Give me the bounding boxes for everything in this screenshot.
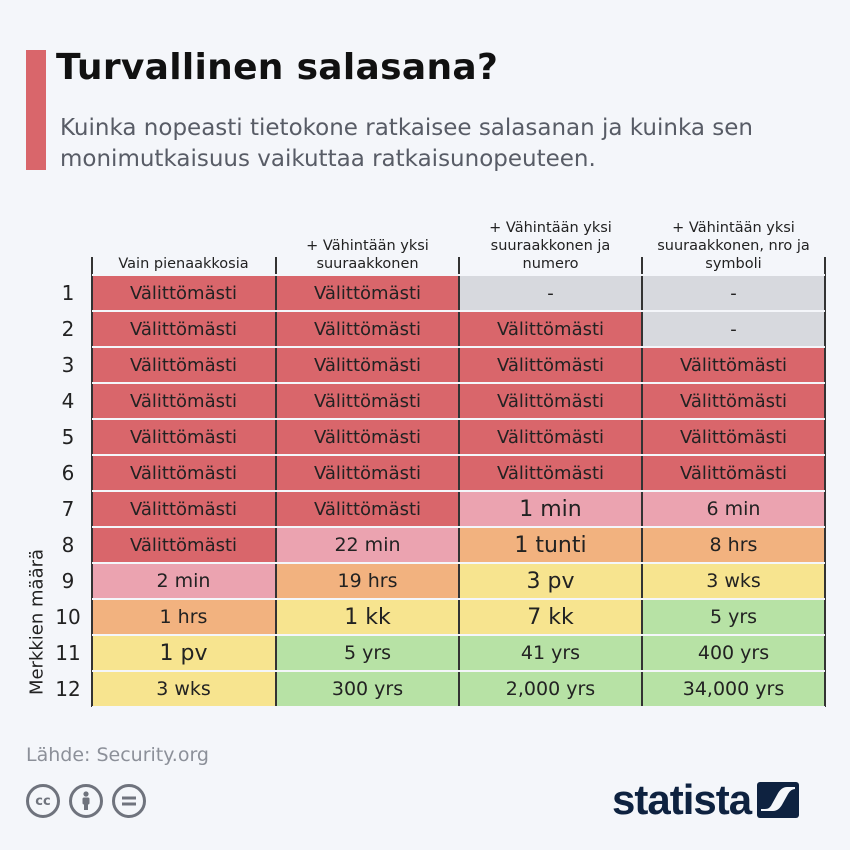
table-cell: Välittömästi — [92, 527, 275, 563]
row-label: 12 — [55, 677, 81, 701]
table-cell: Välittömästi — [642, 383, 825, 419]
table-cell: Välittömästi — [92, 455, 275, 491]
table-cell: Välittömästi — [92, 347, 275, 383]
table-cell: 22 min — [276, 527, 459, 563]
table-cell: Välittömästi — [642, 455, 825, 491]
table-cell: Välittömästi — [276, 275, 459, 311]
grid-line-vertical — [91, 257, 93, 707]
table-cell: 34,000 yrs — [642, 671, 825, 707]
row-label: 4 — [61, 389, 75, 413]
grid-line-horizontal — [92, 526, 825, 528]
table-cell: Välittömästi — [276, 419, 459, 455]
table-cell: 1 kk — [276, 599, 459, 635]
table-cell: 400 yrs — [642, 635, 825, 671]
table-cell: Välittömästi — [276, 347, 459, 383]
row-label: 3 — [61, 353, 75, 377]
table-cell: 41 yrs — [459, 635, 642, 671]
table-cell: 5 yrs — [276, 635, 459, 671]
column-header: Vain pienaakkosia — [118, 256, 249, 272]
table-cell: 3 pv — [459, 563, 642, 599]
table-cell: Välittömästi — [459, 347, 642, 383]
table-cell: 8 hrs — [642, 527, 825, 563]
grid-line-vertical — [824, 257, 826, 707]
attribution-icon — [69, 784, 103, 818]
row-label: 6 — [61, 461, 75, 485]
table-cell: Välittömästi — [642, 419, 825, 455]
grid-line-vertical — [275, 257, 277, 707]
row-label: 8 — [61, 533, 75, 557]
row-label: 5 — [61, 425, 75, 449]
table-cell: - — [459, 275, 642, 311]
row-label: 9 — [61, 569, 75, 593]
table-cell: Välittömästi — [276, 383, 459, 419]
cc-icon: cc — [26, 784, 60, 818]
row-label: 11 — [55, 641, 81, 665]
table-cell: 3 wks — [642, 563, 825, 599]
row-label: 2 — [61, 317, 75, 341]
table-cell: Välittömästi — [92, 275, 275, 311]
title-accent-bar — [26, 50, 46, 170]
chart-title: Turvallinen salasana? — [56, 47, 499, 88]
table-cell: 5 yrs — [642, 599, 825, 635]
no-derivatives-icon — [112, 784, 146, 818]
table-cell: 19 hrs — [276, 563, 459, 599]
table-cell: Välittömästi — [92, 311, 275, 347]
table-cell: - — [642, 275, 825, 311]
table-cell: Välittömästi — [459, 419, 642, 455]
grid-line-horizontal — [92, 562, 825, 564]
table-cell: Välittömästi — [92, 383, 275, 419]
statista-logo[interactable]: statista — [612, 776, 800, 824]
grid-line-horizontal — [92, 346, 825, 348]
table-cell: 1 hrs — [92, 599, 275, 635]
table-cell: Välittömästi — [276, 455, 459, 491]
table-cell: Välittömästi — [276, 311, 459, 347]
table-cell: Välittömästi — [459, 455, 642, 491]
table-cell: 2,000 yrs — [459, 671, 642, 707]
grid-line-horizontal — [92, 598, 825, 600]
table-cell: 7 kk — [459, 599, 642, 635]
grid-line-horizontal — [92, 706, 825, 708]
table-cell: 300 yrs — [276, 671, 459, 707]
table-cell: Välittömästi — [92, 491, 275, 527]
row-label: 1 — [61, 281, 75, 305]
grid-line-horizontal — [92, 670, 825, 672]
grid-line-horizontal — [92, 382, 825, 384]
column-header: + Vähintään yksi suuraakkonen — [306, 238, 429, 272]
statista-mark-icon — [757, 782, 800, 818]
brand-name: statista — [612, 776, 752, 823]
chart-subtitle: Kuinka nopeasti tietokone ratkaisee sala… — [60, 115, 753, 172]
table-cell: 1 pv — [92, 635, 275, 671]
source-note: Lähde: Security.org — [26, 744, 209, 766]
table-cell: 6 min — [642, 491, 825, 527]
table-cell: Välittömästi — [642, 347, 825, 383]
row-label: 10 — [55, 605, 81, 629]
grid-line-vertical — [641, 257, 643, 707]
grid-line-horizontal — [92, 274, 825, 276]
table-cell: Välittömästi — [92, 419, 275, 455]
table-cell: 1 tunti — [459, 527, 642, 563]
column-header: + Vähintään yksi suuraakkonen, nro ja sy… — [657, 220, 810, 272]
table-cell: Välittömästi — [276, 491, 459, 527]
grid-line-horizontal — [92, 634, 825, 636]
license-icons: cc — [26, 784, 146, 818]
grid-line-horizontal — [92, 310, 825, 312]
grid-line-horizontal — [92, 490, 825, 492]
y-axis-label: Merkkien määrä — [26, 548, 48, 696]
grid-line-vertical — [458, 257, 460, 707]
column-header: + Vähintään yksi suuraakkonen ja numero — [489, 220, 612, 272]
table-cell: 2 min — [92, 563, 275, 599]
table-cell: Välittömästi — [459, 383, 642, 419]
grid-line-horizontal — [92, 454, 825, 456]
table-cell: - — [642, 311, 825, 347]
table-cell: Välittömästi — [459, 311, 642, 347]
grid-line-horizontal — [92, 418, 825, 420]
table-cell: 1 min — [459, 491, 642, 527]
row-label: 7 — [61, 497, 75, 521]
table-cell: 3 wks — [92, 671, 275, 707]
